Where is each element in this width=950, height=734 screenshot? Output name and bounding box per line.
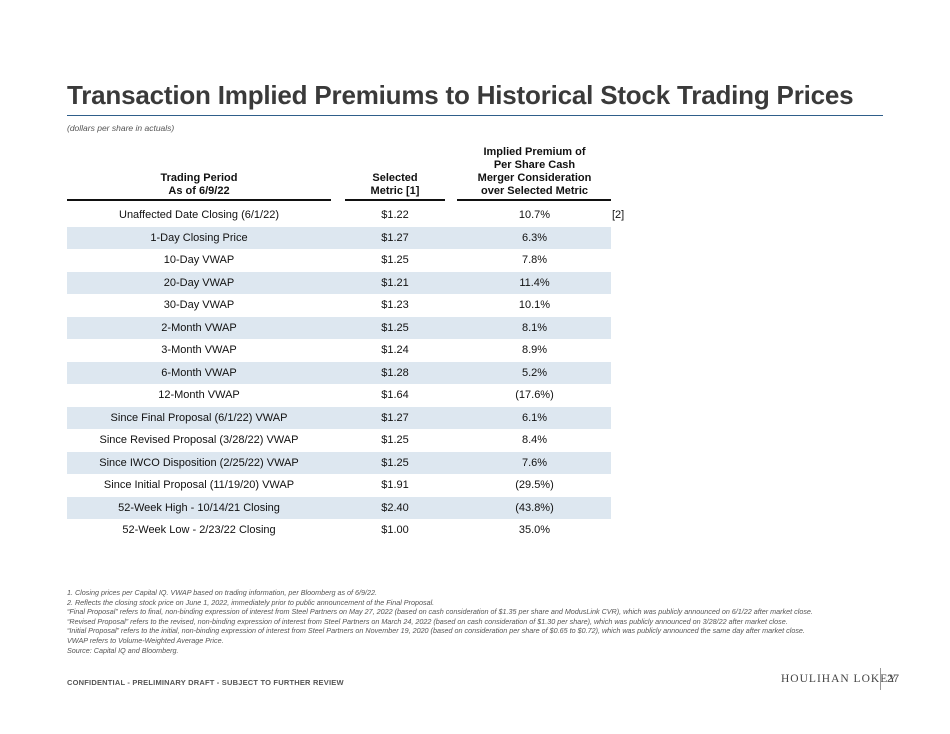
page-subtitle: (dollars per share in actuals)	[67, 123, 175, 133]
implied-premium-cell: 10.7%	[518, 209, 551, 221]
implied-premium-cell: 6.3%	[521, 231, 548, 244]
table-row: 3-Month VWAP $1.24 8.9%	[67, 339, 611, 362]
table-row: 2-Month VWAP $1.25 8.1%	[67, 316, 611, 339]
implied-premium-cell: 8.9%	[521, 344, 548, 356]
implied-premium-cell: 8.4%	[521, 434, 548, 446]
implied-premium-cell: (29.5%)	[515, 479, 554, 491]
table-row: 6-Month VWAP $1.28 5.2%	[67, 361, 611, 384]
header-implied-premium-line1: Implied Premium of	[483, 146, 586, 158]
header-selected-metric: Selected Metric [1]	[345, 172, 445, 198]
selected-metric-cell: $1.27	[381, 411, 409, 424]
table-row: 20-Day VWAP $1.21 11.4%	[67, 271, 611, 294]
selected-metric-cell: $1.25	[381, 321, 409, 334]
trading-period-cell: 2-Month VWAP	[161, 321, 237, 334]
logo-divider	[880, 668, 881, 690]
selected-metric-cell: $1.22	[381, 209, 409, 221]
implied-premium-cell: 8.1%	[521, 321, 548, 334]
table-row: 30-Day VWAP $1.23 10.1%	[67, 294, 611, 317]
selected-metric-cell: $1.25	[381, 434, 409, 446]
trading-period-cell: 52-Week High - 10/14/21 Closing	[118, 501, 280, 514]
header-trading-period-line1: Trading Period	[160, 172, 238, 184]
trading-period-cell: Since Initial Proposal (11/19/20) VWAP	[103, 479, 295, 491]
footnote-line: Source: Capital IQ and Bloomberg.	[67, 645, 179, 655]
header-trading-period-line2: As of 6/9/22	[168, 185, 230, 197]
selected-metric-cell: $1.21	[381, 276, 409, 289]
trading-period-cell: 20-Day VWAP	[163, 276, 235, 289]
implied-premium-cell: 7.6%	[521, 456, 548, 469]
trading-period-cell: 12-Month VWAP	[158, 389, 240, 401]
trading-period-cell: 52-Week Low - 2/23/22 Closing	[122, 524, 276, 536]
footnote-line: “Initial Proposal” refers to the initial…	[67, 626, 805, 636]
footnote-line: 1. Closing prices per Capital IQ. VWAP b…	[67, 588, 378, 597]
selected-metric-cell: $1.23	[381, 299, 409, 311]
header-implied-premium-line2: Per Share Cash	[493, 159, 576, 171]
table-row: 12-Month VWAP $1.64 (17.6%)	[67, 384, 611, 407]
implied-premium-cell: 5.2%	[521, 366, 548, 379]
selected-metric-cell: $1.64	[381, 389, 409, 401]
selected-metric-cell: $1.91	[381, 479, 409, 491]
footnote-line: “Revised Proposal” refers to the revised…	[67, 616, 788, 626]
selected-metric-cell: $1.25	[381, 456, 409, 469]
table-row: Since IWCO Disposition (2/25/22) VWAP $1.…	[67, 451, 611, 474]
implied-premium-cell: (17.6%)	[515, 389, 554, 401]
trading-period-cell: 6-Month VWAP	[161, 366, 237, 379]
trading-period-cell: Unaffected Date Closing (6/1/22)	[119, 209, 279, 221]
page-number: 27	[887, 673, 900, 685]
table-row: Since Final Proposal (6/1/22) VWAP $1.27 6…	[67, 406, 611, 429]
table-row: 10-Day VWAP $1.25 7.8%	[67, 249, 611, 272]
header-implied-premium-line4: over Selected Metric	[481, 185, 588, 197]
selected-metric-cell: $1.25	[381, 254, 409, 266]
implied-premium-cell: 35.0%	[518, 524, 551, 536]
header-implied-premium-line3: Merger Consideration	[477, 172, 592, 184]
company-logo: HOULIHAN LOKEY	[781, 673, 898, 685]
implied-premium-cell: 10.1%	[518, 299, 551, 311]
header-rule-trading-period	[67, 199, 331, 201]
footnote-line: 2. Reflects the closing stock price on J…	[67, 597, 435, 607]
selected-metric-cell: $1.28	[381, 366, 409, 379]
footnote-line: “Final Proposal” refers to final, non-bi…	[67, 607, 813, 617]
table-row: Since Initial Proposal (11/19/20) VWAP $1…	[67, 474, 611, 497]
footnote-line: VWAP refers to Volume-Weighted Average P…	[67, 635, 224, 645]
footnotes: 1. Closing prices per Capital IQ. VWAP b…	[67, 588, 887, 655]
header-selected-metric-line1: Selected	[372, 172, 418, 184]
implied-premium-cell: 6.1%	[521, 411, 548, 424]
title-divider	[67, 115, 883, 116]
selected-metric-cell: $1.00	[381, 524, 409, 536]
page-title: Transaction Implied Premiums to Historic…	[67, 80, 854, 110]
header-rule-implied-premium	[457, 199, 611, 201]
table-row: 52-Week High - 10/14/21 Closing $2.40 (43.…	[67, 496, 611, 519]
implied-premium-cell: 7.8%	[521, 254, 548, 266]
trading-period-cell: 10-Day VWAP	[163, 254, 235, 266]
trading-period-cell: Since Final Proposal (6/1/22) VWAP	[110, 411, 288, 424]
footnote-reference: [2]	[612, 209, 625, 221]
table-row: 1-Day Closing Price $1.27 6.3%	[67, 226, 611, 249]
trading-period-cell: 30-Day VWAP	[163, 299, 235, 311]
table-row: Unaffected Date Closing (6/1/22) $1.22 10.…	[67, 204, 611, 227]
header-trading-period: Trading Period As of 6/9/22	[67, 172, 331, 198]
selected-metric-cell: $1.27	[381, 231, 409, 244]
header-implied-premium: Implied Premium of Per Share Cash Merger…	[457, 146, 612, 198]
table-row: Since Revised Proposal (3/28/22) VWAP $1.…	[67, 429, 611, 452]
header-rule-selected-metric	[345, 199, 445, 201]
trading-period-cell: Since IWCO Disposition (2/25/22) VWAP	[99, 456, 299, 469]
selected-metric-cell: $1.24	[381, 344, 409, 356]
header-selected-metric-line2: Metric [1]	[370, 185, 420, 197]
table-row: 52-Week Low - 2/23/22 Closing $1.00 35.0%	[67, 519, 611, 542]
implied-premium-cell: 11.4%	[519, 276, 550, 289]
trading-period-cell: 1-Day Closing Price	[150, 231, 248, 244]
confidential-notice: CONFIDENTIAL - PRELIMINARY DRAFT - SUBJE…	[67, 678, 344, 687]
implied-premium-cell: (43.8%)	[515, 501, 554, 514]
trading-period-cell: 3-Month VWAP	[161, 344, 237, 356]
trading-period-cell: Since Revised Proposal (3/28/22) VWAP	[99, 434, 299, 446]
selected-metric-cell: $2.40	[381, 501, 409, 514]
